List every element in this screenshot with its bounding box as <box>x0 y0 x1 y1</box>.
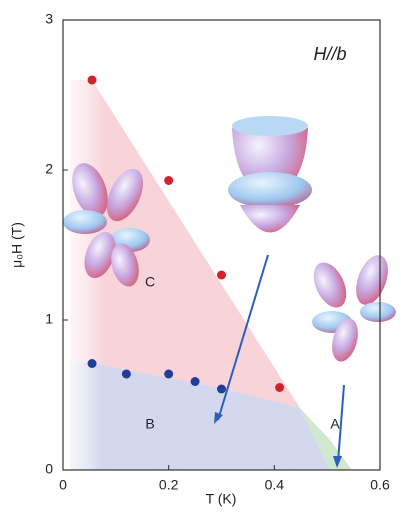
point <box>217 271 226 280</box>
x-tick-label: 0.2 <box>159 477 179 493</box>
annotation: H//b <box>313 44 346 64</box>
x-tick-label: 0.4 <box>265 477 285 493</box>
point <box>88 359 97 368</box>
y-axis-label: μ₀H (T) <box>9 222 25 268</box>
x-tick-label: 0.6 <box>370 477 390 493</box>
annotation: A <box>330 416 340 432</box>
y-tick-label: 2 <box>45 161 53 177</box>
chart: μ₀H (T) T (K) H//b C B A 0 1 2 3 0 0.2 0.4 0.6 <box>0 0 401 516</box>
y-tick-label: 1 <box>45 311 53 327</box>
annotation: B <box>145 416 154 432</box>
point <box>217 385 226 394</box>
point <box>164 370 173 379</box>
y-tick-label: 0 <box>45 461 53 477</box>
point <box>88 76 97 85</box>
annotation: C <box>145 274 155 290</box>
y-tick-label: 3 <box>45 11 53 27</box>
x-tick-label: 0 <box>59 477 67 493</box>
x-axis-label: T (K) <box>206 491 237 507</box>
point <box>275 383 284 392</box>
point <box>191 377 200 386</box>
point <box>122 370 131 379</box>
point <box>164 176 173 185</box>
regions <box>70 80 352 470</box>
